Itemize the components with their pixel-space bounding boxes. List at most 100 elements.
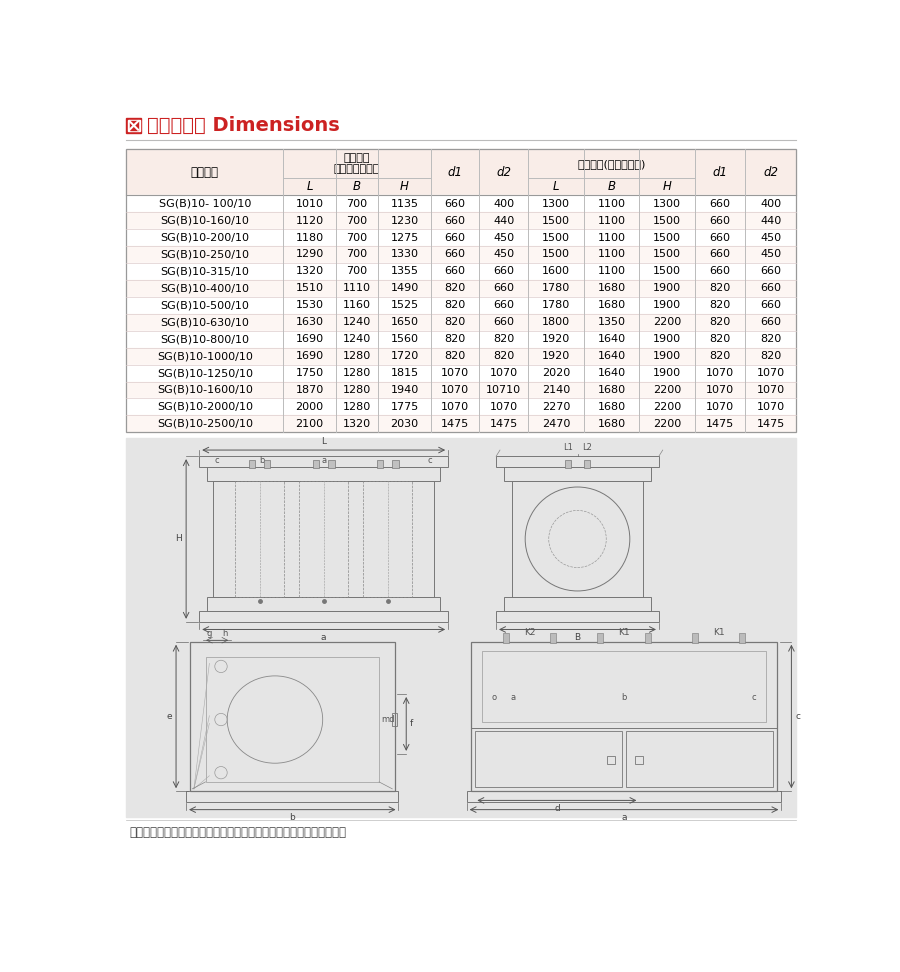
Bar [504, 467, 651, 481]
Text: 820: 820 [709, 351, 731, 362]
Text: a: a [621, 814, 626, 822]
Text: 820: 820 [445, 284, 466, 294]
Text: g: g [207, 629, 212, 638]
Text: 820: 820 [760, 334, 781, 344]
Bar [511, 481, 644, 597]
Text: 820: 820 [445, 317, 466, 328]
Text: 1355: 1355 [391, 266, 419, 276]
Text: 1070: 1070 [757, 385, 785, 395]
Text: 820: 820 [709, 284, 731, 294]
Bar [471, 642, 778, 791]
Text: 1180: 1180 [295, 232, 324, 243]
Text: 820: 820 [760, 351, 781, 362]
Text: 1680: 1680 [598, 402, 626, 412]
Text: 660: 660 [493, 266, 514, 276]
Text: 660: 660 [445, 250, 465, 260]
Text: 700: 700 [346, 198, 367, 209]
Text: SG(B)10-630/10: SG(B)10-630/10 [160, 317, 249, 328]
Text: 说明：对产品外形尺寸有特殊要求的用户，应在订货或签合同时说明。: 说明：对产品外形尺寸有特殊要求的用户，应在订货或签合同时说明。 [130, 826, 346, 839]
Text: 1680: 1680 [598, 284, 626, 294]
Text: 820: 820 [709, 334, 731, 344]
Text: SG(B)10-250/10: SG(B)10-250/10 [160, 250, 249, 260]
Text: 400: 400 [493, 198, 514, 209]
Text: 700: 700 [346, 216, 367, 226]
Text: 1900: 1900 [653, 334, 681, 344]
Text: 1070: 1070 [490, 368, 518, 378]
Text: d2: d2 [763, 165, 778, 179]
Text: 1330: 1330 [391, 250, 419, 260]
Text: 660: 660 [445, 232, 465, 243]
Text: 820: 820 [445, 351, 466, 362]
Text: SG(B)10-1250/10: SG(B)10-1250/10 [157, 368, 253, 378]
Text: SG(B)10-400/10: SG(B)10-400/10 [160, 284, 249, 294]
Text: 1100: 1100 [598, 250, 626, 260]
Text: SG(B)10-1600/10: SG(B)10-1600/10 [157, 385, 253, 395]
Text: 1100: 1100 [598, 266, 626, 276]
Text: a: a [321, 456, 326, 465]
Text: 1680: 1680 [598, 419, 626, 429]
Text: 1640: 1640 [598, 334, 626, 344]
Bar [126, 263, 796, 280]
Text: 1800: 1800 [542, 317, 570, 328]
Text: L: L [553, 180, 559, 193]
Text: 1690: 1690 [295, 351, 324, 362]
Text: 1320: 1320 [343, 419, 371, 429]
Bar [126, 382, 796, 399]
Bar [364, 481, 412, 597]
Text: 1600: 1600 [542, 266, 570, 276]
Text: B: B [353, 180, 361, 193]
Text: 1300: 1300 [653, 198, 681, 209]
Bar [126, 280, 796, 296]
Text: 1160: 1160 [343, 300, 371, 310]
Text: 660: 660 [710, 216, 731, 226]
Text: 10710: 10710 [486, 385, 521, 395]
Bar [126, 415, 796, 433]
Text: 660: 660 [760, 266, 781, 276]
Text: B: B [574, 634, 580, 642]
Text: SG(B)10-2500/10: SG(B)10-2500/10 [157, 419, 253, 429]
Text: c: c [752, 693, 757, 702]
Text: 1525: 1525 [391, 300, 419, 310]
Text: 1070: 1070 [706, 402, 734, 412]
Text: a: a [321, 634, 327, 642]
Text: 1280: 1280 [343, 351, 371, 362]
Bar [496, 611, 659, 622]
Text: 1720: 1720 [391, 351, 419, 362]
Bar [475, 731, 622, 786]
Text: 660: 660 [760, 300, 781, 310]
Text: 440: 440 [493, 216, 515, 226]
Text: 660: 660 [710, 266, 731, 276]
Text: 1900: 1900 [653, 284, 681, 294]
Text: d2: d2 [496, 165, 511, 179]
Text: 1690: 1690 [295, 334, 324, 344]
Text: 1240: 1240 [343, 334, 371, 344]
Text: 1775: 1775 [391, 402, 419, 412]
Text: 1070: 1070 [706, 385, 734, 395]
Bar [328, 460, 335, 468]
Text: 660: 660 [710, 232, 731, 243]
Text: 1560: 1560 [391, 334, 419, 344]
Text: b: b [290, 814, 295, 822]
Text: 2200: 2200 [653, 385, 681, 395]
Bar [126, 149, 796, 433]
Text: SG(B)10-2000/10: SG(B)10-2000/10 [157, 402, 253, 412]
Bar [126, 330, 796, 348]
Text: c: c [215, 456, 220, 465]
Bar [205, 657, 379, 781]
Text: 1500: 1500 [542, 250, 570, 260]
Bar [598, 633, 604, 643]
Text: b: b [621, 693, 626, 702]
Text: 1475: 1475 [441, 419, 469, 429]
Text: 1940: 1940 [391, 385, 419, 395]
Text: 2200: 2200 [653, 419, 681, 429]
Text: 660: 660 [445, 266, 465, 276]
Bar [126, 212, 796, 229]
Text: 820: 820 [493, 334, 515, 344]
Text: 1135: 1135 [391, 198, 419, 209]
Bar [634, 756, 643, 764]
Bar [248, 460, 255, 468]
Text: 820: 820 [709, 300, 731, 310]
Text: 660: 660 [445, 216, 465, 226]
Bar [265, 460, 271, 468]
Bar [126, 119, 141, 133]
